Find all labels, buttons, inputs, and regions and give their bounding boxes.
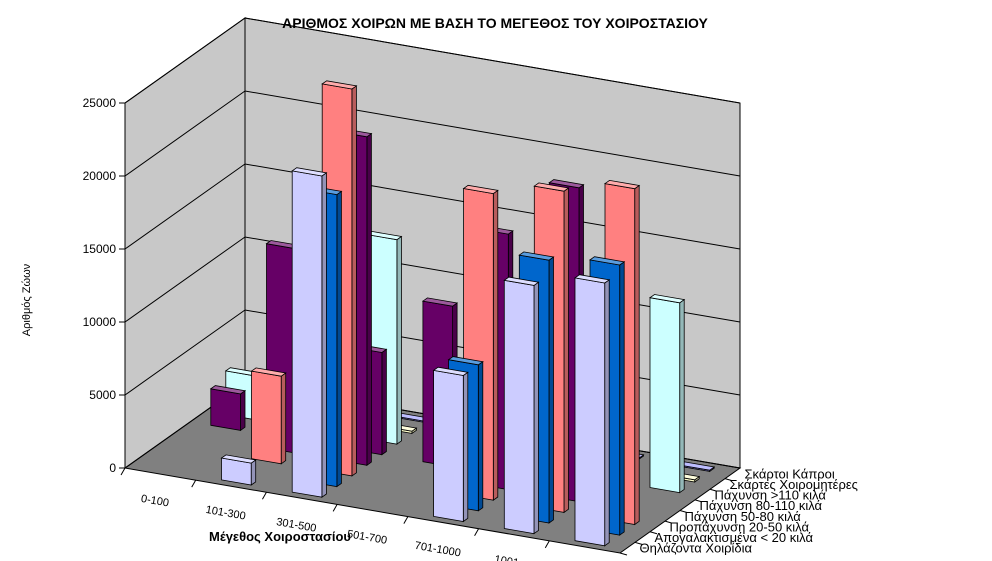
bar-side <box>563 187 569 514</box>
gridline <box>124 17 741 104</box>
depth-tick-mark <box>709 488 718 492</box>
bar-top <box>447 356 484 366</box>
series-label: Προπάχυνση 20-50 κιλά <box>670 519 810 534</box>
bar-side <box>396 235 402 445</box>
bar-top <box>432 366 469 376</box>
bar-side <box>634 184 640 526</box>
y-tick-label: 15000 <box>83 242 117 256</box>
depth-tick-mark <box>679 510 688 513</box>
bar-front <box>503 279 535 535</box>
x-tick-label: 501-700 <box>346 528 388 547</box>
bar-side <box>351 85 357 477</box>
x-tick-mark <box>261 492 267 500</box>
bar-top <box>209 385 247 395</box>
bar-top <box>291 167 328 177</box>
bar-top <box>588 256 626 266</box>
bar <box>209 385 247 432</box>
chart-walls <box>123 17 742 554</box>
y-tick-label: 0 <box>109 461 116 475</box>
bar-front <box>574 277 606 547</box>
bar-front <box>251 370 282 465</box>
bar-top <box>518 251 555 261</box>
depth-tick-mark <box>634 541 643 545</box>
bar-side <box>462 371 469 523</box>
series-label: Σκάρτοι Κάπροι <box>745 466 835 481</box>
x-tick-mark <box>120 467 126 476</box>
bar-top <box>548 179 585 189</box>
x-tick-mark <box>191 479 197 488</box>
bar-side <box>533 281 539 535</box>
bar <box>648 294 686 494</box>
series-label: Πάχυνση 80-110 κιλά <box>700 498 823 513</box>
bar-top <box>250 367 287 377</box>
bar-side <box>604 279 610 547</box>
series-label: Θηλάζοντα Χοιρίδια <box>640 541 753 556</box>
depth-tick-mark <box>664 520 673 524</box>
bar-side <box>321 172 327 498</box>
depth-tick-mark <box>694 499 703 503</box>
bar-top <box>603 179 641 190</box>
y-tick-label: 5000 <box>89 388 116 402</box>
chart-bars <box>209 80 716 547</box>
x-tick-mark <box>332 504 338 512</box>
y-tick-label: 25000 <box>83 96 117 110</box>
depth-tick-mark <box>619 552 628 556</box>
bar-side <box>619 261 625 536</box>
x-tick-mark <box>403 516 409 524</box>
series-label: Πάχυνση >110 κιλά <box>715 488 827 503</box>
y-axis-title: Αριθμός Ζώων <box>21 263 33 336</box>
y-tick-label: 10000 <box>83 315 117 329</box>
bar-side <box>548 256 554 524</box>
bar-side <box>679 298 685 494</box>
bar-side <box>336 190 342 488</box>
bar-top <box>503 276 540 286</box>
bar-top <box>573 274 611 284</box>
x-tick-label: 701-1000 <box>414 540 462 560</box>
x-tick-label: 101-300 <box>205 504 247 523</box>
x-axis-title: Μέγεθος Χοιροστασίου <box>209 529 351 544</box>
bar-side <box>492 189 499 501</box>
bar-side <box>280 372 287 465</box>
x-tick-label: 0-100 <box>140 493 170 510</box>
gridline <box>124 90 741 177</box>
x-tick-mark <box>544 540 550 549</box>
bar-front <box>433 369 464 522</box>
bar-front <box>210 388 241 431</box>
bar <box>503 276 540 535</box>
bar <box>573 274 611 547</box>
chart-title: ΑΡΙΘΜΟΣ ΧΟΙΡΩΝ ΜΕ ΒΑΣΗ ΤΟ ΜΕΓΕΘΟΣ ΤΟΥ ΧΟ… <box>282 15 708 31</box>
bar-side <box>366 132 372 467</box>
bar-front <box>291 170 323 498</box>
x-tick-mark <box>474 528 480 536</box>
series-label: Απογαλακτισμένα < 20 κιλά <box>655 530 814 545</box>
y-tick-label: 20000 <box>83 169 117 183</box>
depth-tick-mark <box>649 531 658 535</box>
bar-side <box>381 348 387 456</box>
bar <box>291 167 328 498</box>
bar-top <box>220 454 257 464</box>
bar-side <box>477 360 484 512</box>
bar-top <box>648 294 686 304</box>
bar-side <box>250 459 257 486</box>
bar-top <box>321 80 358 90</box>
bar <box>678 461 716 473</box>
bar-top <box>462 184 499 195</box>
bar-front <box>649 297 681 494</box>
bar <box>432 366 469 523</box>
series-label: Σκάρτες Χοιρομητέρες <box>730 477 858 492</box>
depth-tick-mark <box>724 478 733 482</box>
bar-side <box>240 389 246 432</box>
series-label: Πάχυνση 50-80 κιλά <box>685 509 802 524</box>
bar-top <box>421 297 459 307</box>
bar-top <box>533 182 570 192</box>
bar <box>250 367 287 465</box>
bar <box>220 454 257 486</box>
